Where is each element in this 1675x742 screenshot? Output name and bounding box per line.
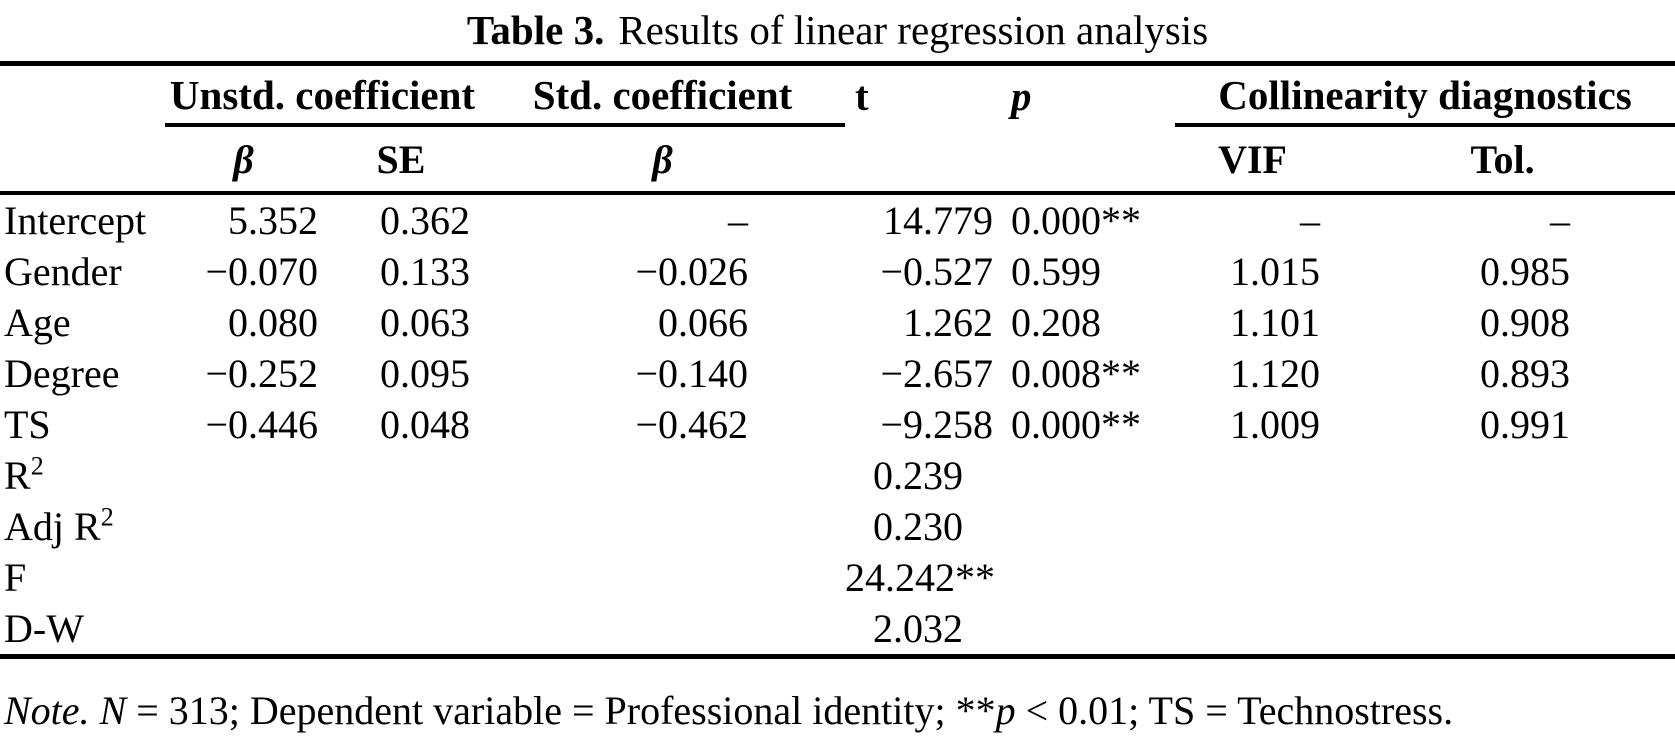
table-note: Note. N = 313; Dependent variable = Prof…	[0, 687, 1675, 734]
regression-results-table: Unstd. coefficient Std. coefficient t p …	[0, 61, 1675, 659]
row-label: Intercept	[4, 198, 147, 243]
row-label: Degree	[4, 351, 120, 396]
table-row-degree: Degree −0.252 0.095 −0.140 −2.657 0.008*…	[0, 348, 1675, 399]
std-beta-value: –	[728, 198, 749, 243]
vif-value: –	[1300, 198, 1321, 243]
column-header-tol: Tol.	[1330, 125, 1675, 195]
table-title-text: Results of linear regression analysis	[618, 7, 1209, 53]
t-value: 1.262	[903, 300, 994, 345]
summary-row-r2: R2 0.239	[0, 450, 1675, 501]
unstd-beta-value: −0.070	[205, 249, 318, 294]
p-value: 0.208	[1011, 300, 1102, 345]
table-row-gender: Gender −0.070 0.133 −0.026 −0.527 0.599 …	[0, 246, 1675, 297]
unstd-beta-value: 5.352	[228, 198, 318, 243]
p-value: 0.000**	[1011, 198, 1142, 243]
unstd-beta-value: −0.446	[205, 402, 318, 447]
row-label: TS	[4, 402, 51, 447]
std-beta-value: −0.140	[635, 351, 749, 396]
summary-row-adj-r2: Adj R2 0.230	[0, 501, 1675, 552]
summary-label-text: R	[4, 453, 31, 498]
std-beta-value: 0.066	[658, 300, 749, 345]
se-value: 0.362	[380, 198, 471, 243]
group-header-unstd-coefficient: Unstd. coefficient	[165, 63, 481, 127]
group-header-row: Unstd. coefficient Std. coefficient t p …	[0, 63, 1675, 127]
note-n-symbol: N	[99, 688, 127, 733]
vif-value: 1.101	[1230, 300, 1321, 345]
tol-value: 0.908	[1480, 300, 1571, 345]
group-header-std-coefficient: Std. coefficient	[480, 63, 846, 127]
summary-label: Adj R2	[0, 501, 165, 552]
note-text-rest: < 0.01; TS = Technostress.	[1015, 688, 1454, 733]
note-p-symbol: p	[995, 688, 1016, 733]
table-row-age: Age 0.080 0.063 0.066 1.262 0.208 1.101 …	[0, 297, 1675, 348]
tol-value: –	[1550, 198, 1571, 243]
unstd-beta-value: −0.252	[205, 351, 318, 396]
summary-label-text: D-W	[4, 606, 84, 651]
unstd-beta-value: 0.080	[228, 300, 318, 345]
table-number-label: Table 3.	[466, 7, 605, 53]
vif-value: 1.120	[1230, 351, 1321, 396]
sub-header-row: β SE β VIF Tol.	[0, 125, 1675, 195]
t-value: −9.258	[880, 402, 994, 447]
table-row-ts: TS −0.446 0.048 −0.462 −9.258 0.000** 1.…	[0, 399, 1675, 450]
row-label: Age	[4, 300, 71, 345]
note-text-mid: = 313; Dependent variable = Professional…	[126, 688, 996, 733]
summary-value: 2.032	[845, 603, 996, 659]
t-value: −2.657	[880, 351, 994, 396]
summary-row-f: F 24.242**	[0, 552, 1675, 603]
std-beta-value: −0.462	[635, 402, 749, 447]
column-header-se: SE	[322, 125, 481, 195]
se-value: 0.048	[380, 402, 471, 447]
tol-value: 0.991	[1480, 402, 1571, 447]
t-value: −0.527	[880, 249, 994, 294]
summary-label-text: F	[4, 555, 27, 600]
table-row-intercept: Intercept 5.352 0.362 – 14.779 0.000** –…	[0, 193, 1675, 246]
vif-value: 1.009	[1230, 402, 1321, 447]
summary-row-dw: D-W 2.032	[0, 603, 1675, 659]
summary-label: R2	[0, 450, 165, 501]
group-header-collinearity-diagnostics: Collinearity diagnostics	[1175, 63, 1675, 127]
tol-value: 0.893	[1480, 351, 1571, 396]
t-value: 14.779	[883, 198, 994, 243]
p-value: 0.008**	[1011, 351, 1142, 396]
column-header-unstd-beta: β	[165, 125, 322, 195]
empty-subheader-cell	[845, 125, 996, 195]
se-value: 0.063	[380, 300, 471, 345]
empty-subheader-cell	[995, 125, 1176, 195]
summary-value: 24.242**	[845, 555, 996, 600]
note-label: Note.	[4, 688, 90, 733]
summary-label: F	[0, 552, 165, 603]
summary-label-text: Adj R	[4, 504, 101, 549]
tol-value: 0.985	[1480, 249, 1571, 294]
row-label: Gender	[4, 249, 122, 294]
corner-cell	[0, 64, 165, 126]
summary-value: 0.239	[873, 453, 964, 498]
column-header-t: t	[855, 72, 869, 119]
summary-value: 0.230	[873, 504, 964, 549]
summary-label-superscript: 2	[100, 502, 114, 532]
p-value: 0.000**	[1011, 402, 1142, 447]
std-beta-value: −0.026	[635, 249, 749, 294]
column-header-p: p	[1011, 72, 1032, 119]
summary-label: D-W	[0, 603, 165, 659]
table-title: Table 3. Results of linear regression ana…	[0, 0, 1675, 61]
p-value: 0.599	[1011, 249, 1102, 294]
vif-value: 1.015	[1230, 249, 1321, 294]
empty-subheader-cell	[0, 125, 165, 195]
column-header-std-beta: β	[480, 125, 846, 195]
se-value: 0.133	[380, 249, 471, 294]
column-header-vif: VIF	[1175, 125, 1331, 195]
se-value: 0.095	[380, 351, 471, 396]
summary-label-superscript: 2	[30, 451, 44, 481]
